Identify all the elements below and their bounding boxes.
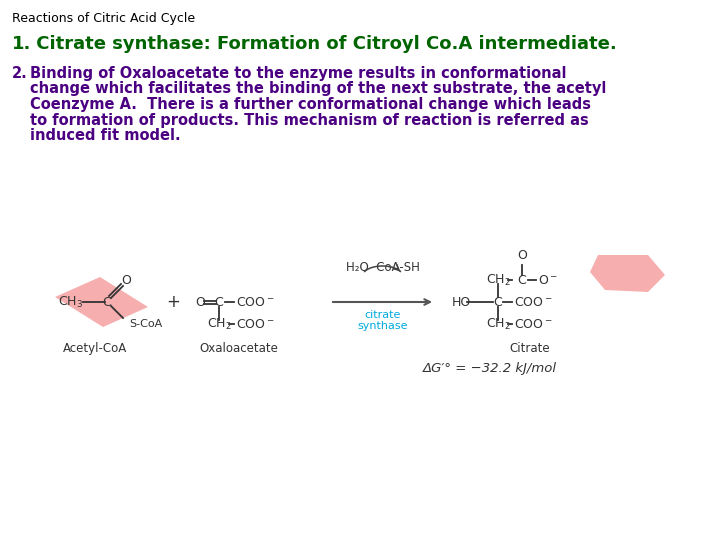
Text: O: O xyxy=(517,249,527,262)
Text: H₂O  CoA-SH: H₂O CoA-SH xyxy=(346,261,420,274)
Polygon shape xyxy=(590,255,665,292)
Text: Citrate: Citrate xyxy=(510,342,550,355)
Text: O: O xyxy=(121,274,131,287)
Text: ΔG′° = −32.2 kJ/mol: ΔG′° = −32.2 kJ/mol xyxy=(423,362,557,375)
Text: induced fit model.: induced fit model. xyxy=(30,128,181,143)
Text: O$^-$: O$^-$ xyxy=(538,273,558,287)
Text: to formation of products. This mechanism of reaction is referred as: to formation of products. This mechanism… xyxy=(30,112,589,127)
Text: Oxaloacetate: Oxaloacetate xyxy=(199,342,279,355)
Text: C: C xyxy=(103,295,112,308)
Text: Reactions of Citric Acid Cycle: Reactions of Citric Acid Cycle xyxy=(12,12,195,25)
Text: Binding of Oxaloacetate to the enzyme results in conformational: Binding of Oxaloacetate to the enzyme re… xyxy=(30,66,567,81)
Text: 1.: 1. xyxy=(12,35,32,53)
Text: Coenzyme A.  There is a further conformational change which leads: Coenzyme A. There is a further conformat… xyxy=(30,97,591,112)
Text: synthase: synthase xyxy=(357,321,408,331)
Text: C: C xyxy=(518,273,526,287)
Text: citrate: citrate xyxy=(364,310,401,320)
Text: CH$_2$: CH$_2$ xyxy=(485,273,510,287)
Text: change which facilitates the binding of the next substrate, the acetyl: change which facilitates the binding of … xyxy=(30,82,606,97)
Text: 2.: 2. xyxy=(12,66,28,81)
Text: +: + xyxy=(166,293,180,311)
Text: CH$_2$: CH$_2$ xyxy=(207,316,231,332)
Text: CH$_3$: CH$_3$ xyxy=(58,294,83,309)
Text: COO$^-$: COO$^-$ xyxy=(514,295,553,308)
Text: C: C xyxy=(494,295,503,308)
Text: O: O xyxy=(195,295,205,308)
Text: COO$^-$: COO$^-$ xyxy=(514,318,553,330)
Text: Citrate synthase: Formation of Citroyl Co.A intermediate.: Citrate synthase: Formation of Citroyl C… xyxy=(30,35,617,53)
Text: S-CoA: S-CoA xyxy=(129,319,162,329)
Text: Acetyl-CoA: Acetyl-CoA xyxy=(63,342,127,355)
Text: COO$^-$: COO$^-$ xyxy=(236,318,274,330)
Text: COO$^-$: COO$^-$ xyxy=(236,295,274,308)
Polygon shape xyxy=(55,277,148,327)
Text: HO: HO xyxy=(452,295,472,308)
Text: CH$_2$: CH$_2$ xyxy=(485,316,510,332)
Text: C: C xyxy=(215,295,223,308)
